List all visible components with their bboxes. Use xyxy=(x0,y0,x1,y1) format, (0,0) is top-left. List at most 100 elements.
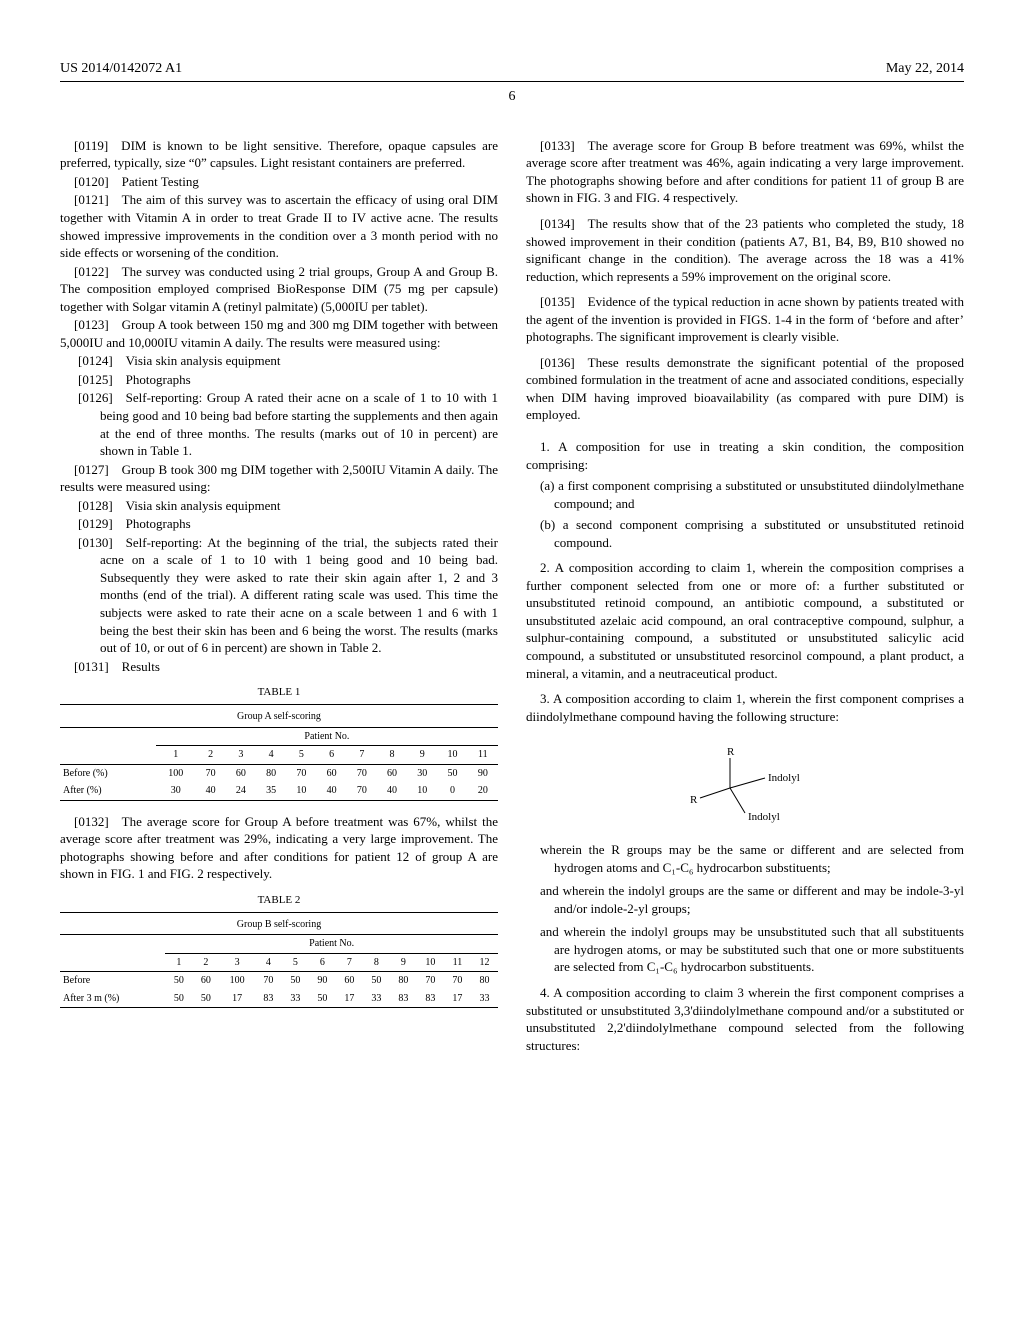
table-2-grid: Group B self-scoring Patient No. 1 2 3 4… xyxy=(60,912,498,1009)
cell: 30 xyxy=(156,782,196,800)
para-0131: [0131] Results xyxy=(60,658,498,676)
table-1-grid: Group A self-scoring Patient No. 1 2 3 4… xyxy=(60,704,498,801)
cell: 33 xyxy=(363,990,390,1008)
doc-number: US 2014/0142072 A1 xyxy=(60,60,182,79)
table-2-col: 2 xyxy=(192,953,219,972)
cell: 40 xyxy=(316,782,346,800)
cell: 20 xyxy=(468,782,498,800)
cell: 100 xyxy=(219,972,254,990)
page-number: 6 xyxy=(60,88,964,107)
table-2-colgroup: Patient No. xyxy=(165,935,498,954)
table-2-col: 8 xyxy=(363,953,390,972)
para-0122: [0122] The survey was conducted using 2 … xyxy=(60,263,498,316)
table-1-col: 11 xyxy=(468,746,498,765)
table-1-col: 4 xyxy=(256,746,286,765)
cell: 50 xyxy=(282,972,309,990)
cell: 10 xyxy=(286,782,316,800)
cell: 33 xyxy=(282,990,309,1008)
struct-indolyl-2: Indolyl xyxy=(748,811,780,823)
cell: 60 xyxy=(192,972,219,990)
table-1-colgroup: Patient No. xyxy=(156,727,498,746)
cell: 83 xyxy=(255,990,282,1008)
cell: 50 xyxy=(165,972,192,990)
cell: 50 xyxy=(437,764,467,782)
table-2-header-row: 1 2 3 4 5 6 7 8 9 10 11 12 xyxy=(60,953,498,972)
struct-indolyl-1: Indolyl xyxy=(768,772,800,784)
struct-r2: R xyxy=(690,794,698,806)
claim-2: 2. A composition according to claim 1, w… xyxy=(526,559,964,682)
table-row: Before 50 60 100 70 50 90 60 50 80 70 70… xyxy=(60,972,498,990)
cell: 80 xyxy=(256,764,286,782)
cell: 35 xyxy=(256,782,286,800)
cell: 40 xyxy=(196,782,226,800)
cell: 10 xyxy=(407,782,437,800)
cell: 70 xyxy=(347,782,377,800)
para-0136: [0136] These results demonstrate the sig… xyxy=(526,354,964,424)
table-2-col: 4 xyxy=(255,953,282,972)
cell: 40 xyxy=(377,782,407,800)
cell: 30 xyxy=(407,764,437,782)
cell: 80 xyxy=(471,972,498,990)
table-2-col: 12 xyxy=(471,953,498,972)
table-2-caption: Group B self-scoring xyxy=(60,915,498,935)
table-1-col: 10 xyxy=(437,746,467,765)
table-1-rowlabel: After (%) xyxy=(60,782,156,800)
table-2-col: 10 xyxy=(417,953,444,972)
cell: 70 xyxy=(417,972,444,990)
para-0121: [0121] The aim of this survey was to asc… xyxy=(60,191,498,261)
cell: 60 xyxy=(336,972,363,990)
cell: 60 xyxy=(316,764,346,782)
claim-3: 3. A composition according to claim 1, w… xyxy=(526,690,964,725)
cell: 60 xyxy=(377,764,407,782)
para-0128: [0128] Visia skin analysis equipment xyxy=(60,497,498,515)
para-0132: [0132] The average score for Group A bef… xyxy=(60,813,498,883)
para-0134: [0134] The results show that of the 23 p… xyxy=(526,215,964,285)
claim-3-w1: wherein the R groups may be the same or … xyxy=(526,841,964,876)
table-1-col: 2 xyxy=(196,746,226,765)
para-0123: [0123] Group A took between 150 mg and 3… xyxy=(60,316,498,351)
table-row: After 3 m (%) 50 50 17 83 33 50 17 33 83… xyxy=(60,990,498,1008)
table-1-col: 9 xyxy=(407,746,437,765)
para-0119: [0119] DIM is known to be light sensitiv… xyxy=(60,137,498,172)
table-row: Before (%) 100 70 60 80 70 60 70 60 30 5… xyxy=(60,764,498,782)
table-2-col: 3 xyxy=(219,953,254,972)
body-columns: [0119] DIM is known to be light sensitiv… xyxy=(60,137,964,1054)
claim-1b: (b) a second component comprising a subs… xyxy=(526,516,964,551)
table-2: TABLE 2 Group B self-scoring Patient No.… xyxy=(60,893,498,1008)
table-2-col: 6 xyxy=(309,953,336,972)
claim-1: 1. A composition for use in treating a s… xyxy=(526,438,964,473)
table-row: After (%) 30 40 24 35 10 40 70 40 10 0 2… xyxy=(60,782,498,800)
cell: 17 xyxy=(219,990,254,1008)
table-2-col: 11 xyxy=(444,953,471,972)
structure-diagram: R R Indolyl Indolyl xyxy=(526,743,964,823)
claim-1a: (a) a first component comprising a subst… xyxy=(526,477,964,512)
cell: 70 xyxy=(347,764,377,782)
table-1-col: 3 xyxy=(226,746,256,765)
table-2-rowlabel: After 3 m (%) xyxy=(60,990,165,1008)
para-0124: [0124] Visia skin analysis equipment xyxy=(60,352,498,370)
table-1: TABLE 1 Group A self-scoring Patient No.… xyxy=(60,685,498,800)
table-1-label: TABLE 1 xyxy=(60,685,498,700)
table-2-label: TABLE 2 xyxy=(60,893,498,908)
table-1-caption: Group A self-scoring xyxy=(60,707,498,727)
cell: 50 xyxy=(192,990,219,1008)
page-header: US 2014/0142072 A1 May 22, 2014 xyxy=(60,60,964,82)
cell: 50 xyxy=(165,990,192,1008)
table-2-col: 7 xyxy=(336,953,363,972)
cell: 70 xyxy=(444,972,471,990)
para-0125: [0125] Photographs xyxy=(60,371,498,389)
para-0130: [0130] Self-reporting: At the beginning … xyxy=(60,534,498,657)
table-1-col: 1 xyxy=(156,746,196,765)
doc-date: May 22, 2014 xyxy=(886,60,964,79)
cell: 24 xyxy=(226,782,256,800)
claim-4: 4. A composition according to claim 3 wh… xyxy=(526,984,964,1054)
table-2-col: 5 xyxy=(282,953,309,972)
cell: 50 xyxy=(309,990,336,1008)
cell: 0 xyxy=(437,782,467,800)
para-0133: [0133] The average score for Group B bef… xyxy=(526,137,964,207)
cell: 50 xyxy=(363,972,390,990)
table-2-col: 9 xyxy=(390,953,417,972)
table-1-rowlabel: Before (%) xyxy=(60,764,156,782)
cell: 17 xyxy=(444,990,471,1008)
claim-3-w2: and wherein the indolyl groups are the s… xyxy=(526,882,964,917)
